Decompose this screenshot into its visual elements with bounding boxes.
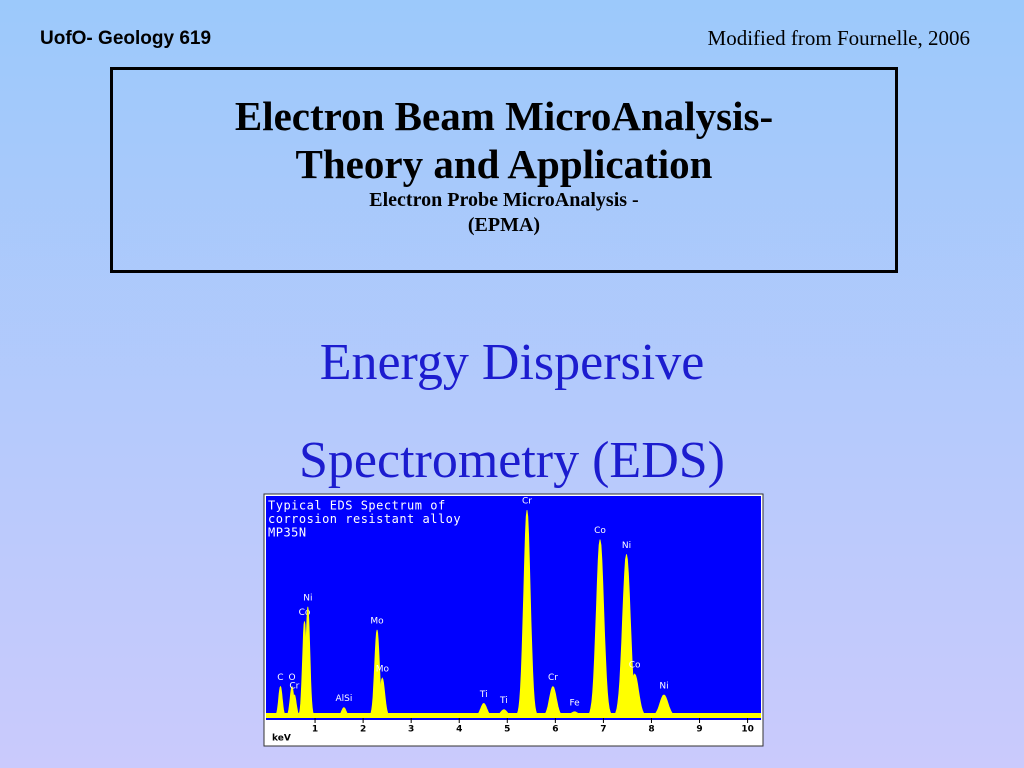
peak (513, 510, 541, 717)
x-tick-label: 6 (552, 725, 558, 735)
peak (273, 685, 288, 717)
peak-label: Co (299, 608, 311, 618)
x-tick-label: 10 (741, 725, 754, 735)
title-line: Electron Beam MicroAnalysis- (234, 93, 774, 139)
credit: Modified from Fournelle, 2006 (707, 26, 970, 50)
x-tick-label: 4 (456, 725, 462, 735)
peak-label: AlSi (335, 694, 352, 704)
x-tick-label: 8 (648, 725, 654, 735)
peak (372, 677, 392, 717)
peak-label: Ti (479, 690, 488, 700)
plot-area (266, 496, 761, 720)
peak-label: Cr (289, 682, 299, 692)
baseline-band (266, 713, 761, 718)
peak-label: Ni (622, 541, 631, 551)
peak-label: Cr (522, 497, 532, 507)
peak (619, 673, 651, 717)
spectrum-title: Typical EDS Spectrum of (268, 499, 446, 513)
peak-label: Ti (499, 696, 508, 706)
peak-label: Mo (370, 616, 384, 626)
peak (560, 711, 589, 717)
course-label: UofO- Geology 619 (40, 28, 212, 49)
peak-label: Fe (569, 698, 580, 708)
peak-label: Cr (548, 673, 558, 683)
peak-label: C (277, 673, 283, 683)
peak (335, 707, 353, 717)
spectrum-title: corrosion resistant alloy (268, 512, 461, 526)
x-tick-label: 5 (504, 725, 510, 735)
peak (539, 686, 567, 717)
subtitle-line: Electron Probe MicroAnalysis - (369, 189, 639, 211)
x-tick-label: 7 (600, 725, 606, 735)
peak (300, 606, 316, 717)
spectrum-title: MP35N (268, 526, 307, 540)
x-tick-label: 3 (408, 725, 414, 735)
heading-line: Energy Dispersive (319, 334, 705, 391)
peak (491, 709, 517, 717)
peak-label: Ni (659, 682, 668, 692)
peak-label: Mo (376, 665, 390, 675)
peak-label: O (288, 673, 295, 683)
heading-line: Spectrometry (EDS) (298, 432, 725, 489)
x-tick-label: 1 (312, 725, 318, 735)
peak (585, 539, 615, 717)
x-axis-label: keV (272, 734, 291, 744)
title-line: Theory and Application (295, 141, 713, 187)
title-box: Electron Beam MicroAnalysis- Theory and … (110, 67, 898, 273)
x-tick-label: 9 (696, 725, 702, 735)
heading: Energy Dispersive Spectrometry (EDS) (0, 314, 1024, 510)
peak (647, 694, 681, 717)
x-tick-label: 2 (360, 725, 366, 735)
subtitle-line: (EPMA) (467, 214, 541, 236)
peak-label: Ni (303, 593, 312, 603)
peak-label: Co (594, 526, 606, 536)
peak-label: Co (629, 661, 641, 671)
